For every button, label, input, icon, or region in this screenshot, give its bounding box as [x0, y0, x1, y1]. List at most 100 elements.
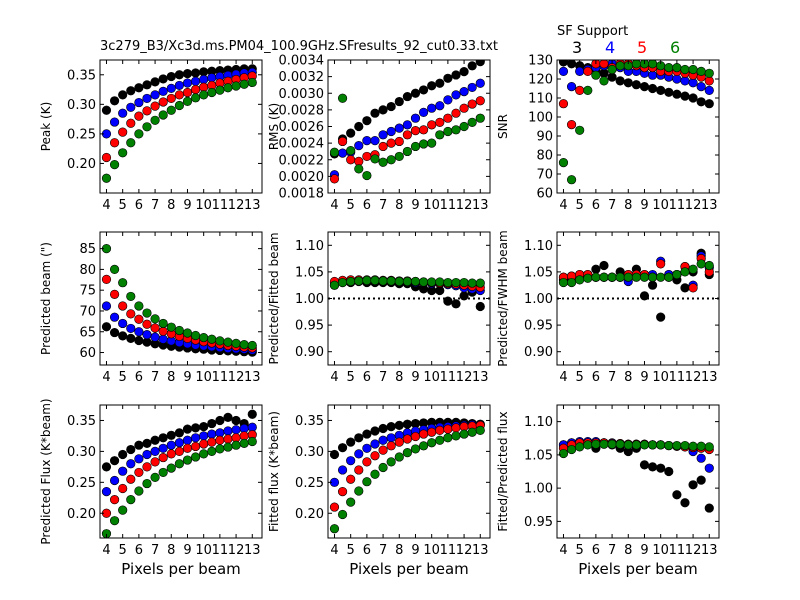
y-tick-label: 1.10 [295, 239, 324, 254]
x-tick-label: 12 [685, 543, 702, 558]
data-point-5 [166, 449, 176, 459]
data-point-5 [402, 130, 412, 140]
y-tick-label: 0.95 [524, 515, 553, 530]
data-point-4 [362, 136, 372, 146]
data-point-3 [174, 70, 184, 80]
x-tick-label: 7 [151, 543, 159, 558]
data-point-6 [126, 495, 136, 505]
data-point-3 [475, 301, 485, 312]
data-point-6 [346, 497, 356, 507]
data-point-6 [475, 278, 485, 288]
y-tick-label: 0.0024 [279, 137, 325, 152]
data-point-6 [337, 509, 348, 520]
data-point-6 [142, 308, 152, 318]
x-tick-label: 12 [228, 370, 245, 385]
x-tick-label: 5 [119, 370, 127, 385]
data-point-4 [190, 76, 201, 86]
data-point-4 [704, 463, 714, 473]
data-point-3 [386, 422, 396, 432]
y-tick-label: 85 [79, 242, 96, 257]
data-point-5 [459, 103, 469, 113]
data-point-5 [583, 66, 593, 76]
data-point-3 [566, 60, 577, 69]
axes-frame [556, 404, 720, 539]
data-point-4 [443, 95, 453, 105]
data-point-5 [174, 90, 184, 100]
x-tick-label: 6 [592, 370, 600, 385]
x-tick-label: 12 [228, 198, 245, 213]
x-tick-label: 11 [440, 370, 457, 385]
x-tick-label: 13 [472, 543, 489, 558]
data-point-6 [329, 147, 340, 157]
data-point-6 [223, 337, 233, 347]
x-tick-label: 5 [576, 370, 584, 385]
data-point-6 [410, 141, 421, 152]
data-point-4 [101, 487, 112, 497]
x-tick-label: 5 [119, 543, 127, 558]
data-point-3 [354, 433, 364, 443]
data-point-3 [418, 85, 429, 95]
y-tick-label: 1.00 [295, 292, 324, 307]
data-point-4 [337, 148, 348, 158]
data-point-3 [354, 121, 364, 132]
data-point-6 [134, 486, 144, 496]
data-point-4 [134, 327, 144, 337]
data-point-5 [467, 99, 477, 109]
data-point-3 [109, 96, 120, 106]
data-point-5 [158, 452, 168, 463]
data-point-5 [354, 465, 364, 475]
x-axis-label: Pixels per beam [349, 560, 469, 578]
data-point-6 [583, 440, 593, 450]
y-tick-label: 1.05 [524, 265, 553, 280]
x-tick-label: 6 [135, 370, 143, 385]
data-point-6 [607, 64, 617, 75]
x-tick-label: 5 [347, 370, 355, 385]
y-tick-label: 0.0030 [279, 87, 325, 102]
data-point-4 [378, 435, 388, 445]
data-point-3 [402, 419, 412, 429]
x-tick-label: 13 [472, 198, 489, 213]
data-point-4 [199, 431, 209, 441]
data-point-4 [109, 312, 120, 322]
data-point-6 [672, 440, 682, 451]
x-tick-label: 9 [411, 370, 419, 385]
x-tick-label: 13 [701, 370, 718, 385]
data-point-6 [118, 278, 128, 288]
y-axis-label: Fitted/Predicted flux [496, 411, 510, 531]
panel-snr: 4 5 6 7 8 9 10 11 12 13 60 70 80 90 100 110 120 130 SNR [496, 54, 720, 213]
x-tick-label: 13 [244, 370, 261, 385]
data-point-5 [158, 326, 168, 336]
y-tick-label: 60 [536, 187, 553, 202]
y-axis-label: SNR [496, 114, 510, 139]
data-point-6 [386, 155, 396, 165]
data-point-6 [583, 273, 593, 283]
y-tick-label: 100 [528, 111, 553, 126]
x-tick-label: 12 [685, 198, 702, 213]
data-point-4 [386, 126, 396, 137]
data-point-6 [174, 325, 184, 336]
x-tick-label: 4 [330, 198, 338, 213]
data-point-6 [647, 440, 658, 450]
data-point-3 [647, 462, 658, 472]
data-point-6 [362, 275, 372, 286]
data-point-4 [427, 103, 437, 113]
x-tick-label: 10 [423, 543, 440, 558]
data-point-3 [696, 97, 706, 107]
data-point-6 [158, 318, 168, 329]
data-point-6 [190, 330, 201, 341]
data-point-3 [190, 68, 201, 78]
data-point-4 [207, 73, 217, 83]
data-point-5 [223, 434, 233, 444]
x-tick-label: 10 [652, 198, 669, 213]
data-point-6 [174, 100, 184, 111]
y-axis-label: Peak (K) [39, 102, 53, 152]
legend-entry-5: 5 [637, 38, 647, 57]
data-point-5 [566, 119, 577, 130]
x-tick-label: 6 [592, 198, 600, 213]
y-tick-label: 0.35 [295, 414, 324, 429]
data-point-6 [427, 138, 437, 148]
x-tick-label: 7 [608, 543, 616, 558]
data-point-3 [126, 86, 136, 96]
data-point-6 [158, 110, 168, 120]
